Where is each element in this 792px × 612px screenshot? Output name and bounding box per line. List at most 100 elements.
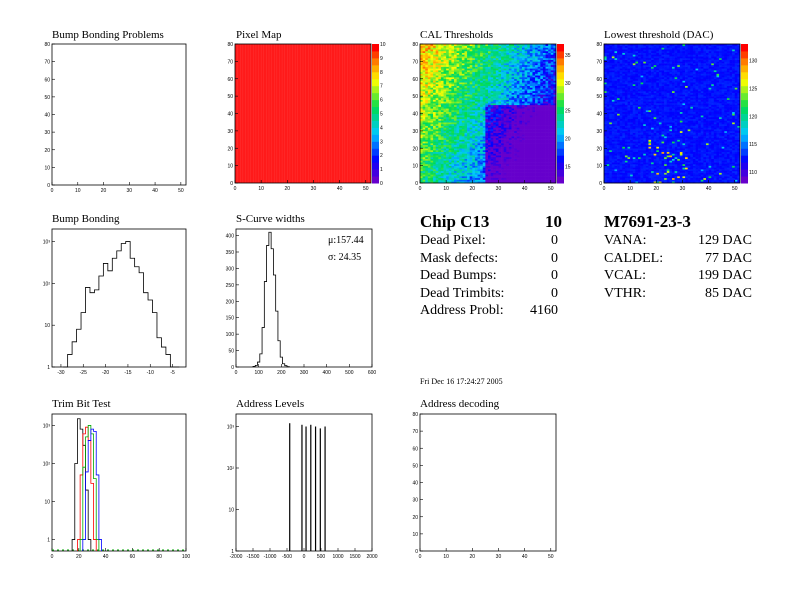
heatmap-cell: [443, 47, 447, 50]
heatmap-cell: [503, 73, 507, 76]
heatmap-cell: [522, 110, 525, 113]
heatmap-cell: [482, 148, 486, 151]
heatmap-cell: [611, 94, 615, 97]
heatmap-cell: [493, 136, 497, 139]
heatmap-cell: [503, 111, 507, 114]
heatmap-cell: [461, 123, 465, 126]
heatmap-cell: [511, 118, 515, 121]
heatmap-cell: [469, 75, 473, 78]
heatmap-cell: [469, 50, 473, 53]
heatmap-cell: [498, 80, 502, 83]
heatmap-cell: [508, 177, 512, 180]
heatmap-cell: [550, 137, 554, 140]
heatmap-cell: [553, 111, 557, 114]
heatmap-cell: [482, 174, 486, 177]
heatmap-cell: [422, 73, 426, 76]
heatmap-cell: [469, 179, 473, 182]
heatmap-cell: [493, 141, 497, 144]
heatmap-cell: [464, 132, 468, 135]
heatmap-cell: [488, 106, 491, 109]
heatmap-cell: [519, 179, 523, 182]
heatmap-cell: [503, 115, 507, 118]
heatmap-cell: [522, 181, 525, 184]
heatmap-cell: [514, 149, 518, 153]
heatmap-cell: [446, 120, 450, 123]
heatmap-cell: [609, 64, 613, 67]
heatmap-cell: [435, 134, 439, 137]
heatmap-cell: [519, 66, 523, 69]
heatmap-cell: [459, 108, 463, 111]
heatmap-cell: [611, 169, 615, 172]
heatmap-cell: [474, 108, 478, 111]
heatmap-cell: [527, 104, 531, 107]
heatmap-cell: [433, 87, 436, 90]
heatmap-cell: [540, 83, 544, 86]
heatmap-cell: [522, 106, 525, 109]
heatmap-cell: [430, 137, 434, 140]
heatmap-cell: [493, 146, 497, 149]
heatmap-cell: [622, 144, 626, 147]
heatmap-cell: [519, 90, 523, 93]
heatmap-cell: [527, 66, 531, 69]
heatmap-cell: [446, 134, 450, 137]
heatmap-cell: [611, 111, 615, 114]
heatmap-cell: [440, 132, 444, 135]
heatmap-cell: [472, 179, 476, 182]
heatmap-cell: [480, 113, 484, 116]
heatmap-cell: [448, 77, 452, 80]
heatmap-cell: [553, 110, 557, 113]
heatmap-cell: [524, 176, 528, 179]
heatmap-cell: [514, 108, 518, 111]
heatmap-cell: [454, 50, 457, 53]
heatmap-cell: [488, 83, 491, 86]
heatmap-cell: [427, 118, 431, 121]
heatmap-cell: [454, 68, 457, 71]
heatmap-cell: [604, 146, 607, 149]
heatmap-cell: [498, 153, 502, 156]
heatmap-cell: [461, 163, 465, 166]
heatmap-cell: [542, 177, 546, 180]
heatmap-cell: [516, 82, 520, 85]
heatmap-cell: [459, 122, 463, 125]
heatmap-cell: [553, 132, 557, 135]
heatmap-cell: [430, 162, 434, 165]
heatmap-cell: [609, 68, 613, 71]
heatmap-cell: [490, 155, 494, 158]
heatmap-cell: [614, 50, 618, 53]
heatmap-cell: [456, 82, 460, 85]
heatmap-cell: [611, 144, 615, 147]
heatmap-cell: [614, 160, 618, 163]
heatmap-cell: [477, 61, 481, 64]
heatmap-cell: [425, 122, 429, 125]
heatmap-cell: [540, 70, 544, 73]
heatmap-cell: [477, 116, 481, 120]
heatmap-cell: [519, 151, 523, 154]
heatmap-cell: [537, 70, 541, 73]
heatmap-cell: [529, 50, 533, 53]
heatmap-cell: [438, 56, 442, 59]
heatmap-cell: [477, 165, 481, 168]
heatmap-cell: [519, 181, 523, 184]
heatmap-cell: [485, 144, 489, 147]
heatmap-cell: [545, 179, 549, 182]
heatmap-cell: [495, 56, 499, 59]
heatmap-cell: [611, 80, 615, 83]
heatmap-cell: [435, 153, 439, 156]
x-tick-label: 20: [285, 186, 291, 192]
heatmap-cell: [495, 73, 499, 76]
heatmap-cell: [464, 156, 468, 159]
heatmap-cell: [472, 83, 476, 86]
heatmap-cell: [422, 61, 426, 64]
heatmap-cell: [550, 113, 554, 116]
heatmap-cell: [443, 127, 447, 130]
heatmap-cell: [529, 80, 533, 83]
heatmap-cell: [606, 165, 610, 168]
heatmap-cell: [495, 89, 499, 92]
heatmap-cell: [540, 80, 544, 83]
heatmap-cell: [490, 70, 494, 73]
heatmap-cell: [514, 127, 518, 130]
heatmap-cell: [604, 71, 607, 74]
heatmap-cell: [519, 111, 523, 114]
colorbar-cell: [557, 141, 564, 149]
heatmap-cell: [619, 99, 623, 102]
